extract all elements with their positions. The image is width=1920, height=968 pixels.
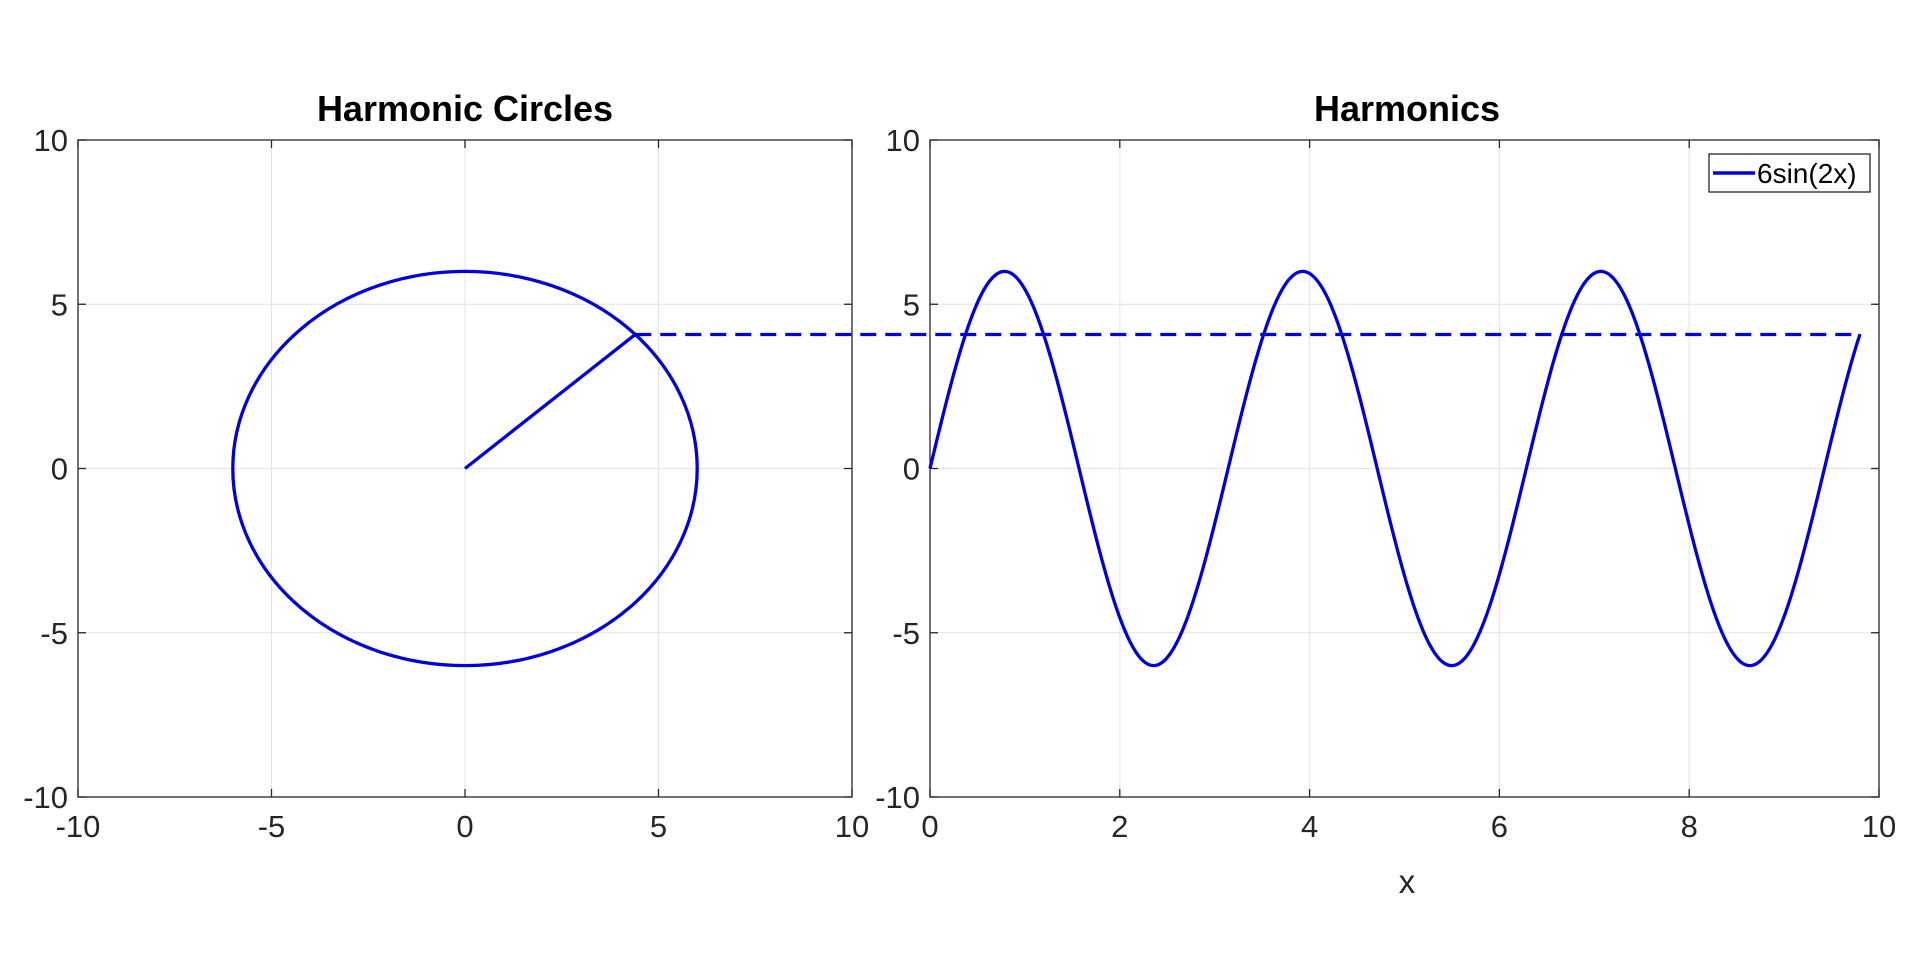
right-x-tick-label: 2	[1111, 809, 1128, 844]
left-y-tick-label: -10	[23, 780, 68, 815]
right-y-tick-label: 10	[886, 123, 920, 158]
left-x-tick-label: 0	[456, 809, 473, 844]
right-y-tick-label: -10	[875, 780, 920, 815]
harmonics-axes: 0 2 4 6 8 10 -10 -5 0 5 10	[875, 123, 1896, 844]
harmonic-circles-axes: -10 -5 0 5 10 -10 -5 0 5 10	[23, 123, 869, 844]
right-x-tick-label: 4	[1301, 809, 1318, 844]
left-y-tick-label: 5	[51, 287, 68, 322]
harmonic-circles-title: Harmonic Circles	[317, 88, 613, 129]
left-x-tick-label: -5	[258, 809, 286, 844]
right-x-tick-label: 10	[1862, 809, 1896, 844]
legend: 6sin(2x)	[1708, 153, 1871, 193]
left-axes-frame	[77, 139, 853, 798]
left-y-tick-label: 0	[51, 452, 68, 487]
radius-line	[463, 333, 637, 470]
harmonic-circle	[231, 269, 699, 668]
left-x-tick-label: 10	[835, 809, 869, 844]
right-x-tick-label: 8	[1681, 809, 1698, 844]
left-y-tick-label: 10	[34, 123, 68, 158]
left-x-tick-label: -10	[56, 809, 101, 844]
harmonics-x-axis-label: x	[1399, 863, 1416, 900]
right-x-tick-label: 0	[921, 809, 938, 844]
legend-label-6sin2x: 6sin(2x)	[1757, 158, 1857, 189]
left-x-tick-label: 5	[650, 809, 667, 844]
right-x-tick-label: 6	[1491, 809, 1508, 844]
right-y-tick-label: 5	[903, 287, 920, 322]
harmonics-title: Harmonics	[1314, 88, 1500, 129]
right-y-tick-label: -5	[892, 616, 920, 651]
series-6sin2x-line	[928, 269, 1862, 668]
right-y-tick-label: 0	[903, 452, 920, 487]
left-y-tick-label: -5	[40, 616, 68, 651]
